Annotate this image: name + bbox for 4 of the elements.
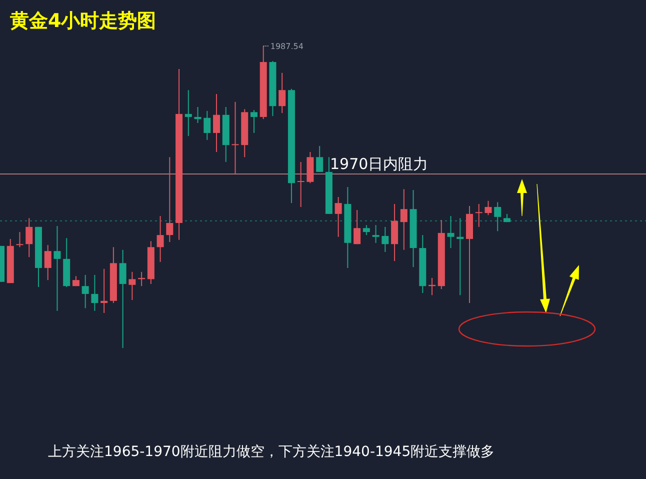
chart-title: 黄金4小时走势图 (9, 10, 156, 32)
annotation: 1987.54 (270, 42, 304, 51)
text: 上方关注1965-1970附近阻力做空，下方关注1940-1945附近支撑做多 (48, 444, 495, 460)
ref-line-label: 1970日内阻力 (330, 155, 428, 174)
